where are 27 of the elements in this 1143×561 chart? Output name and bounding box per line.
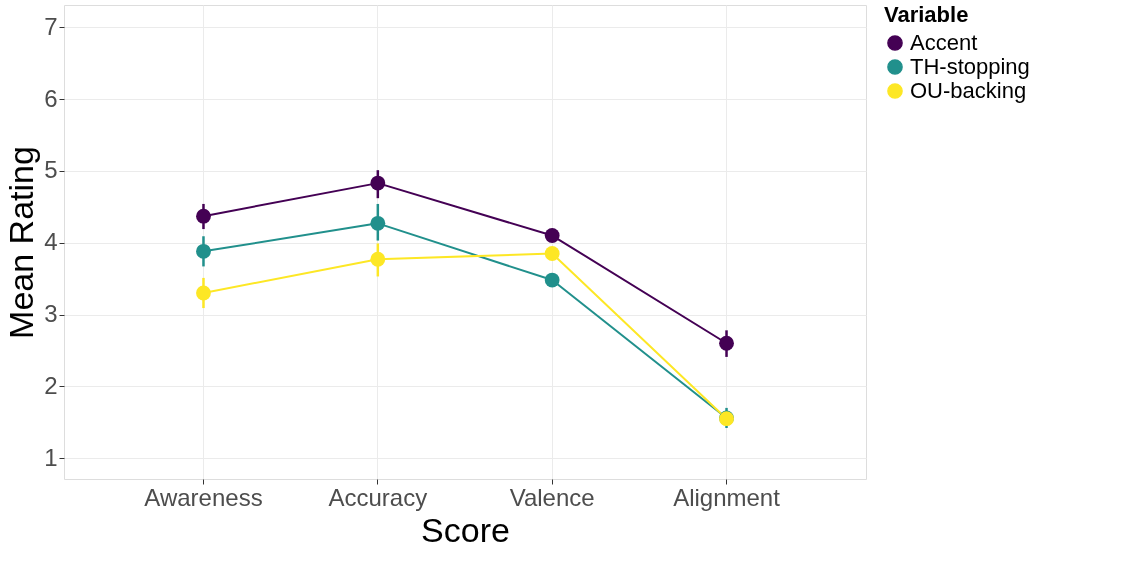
point (370, 251, 386, 267)
point (544, 272, 560, 288)
y-tick-label: 1 (44, 443, 58, 471)
x-axis-title: Score (421, 510, 510, 549)
point (370, 215, 386, 231)
point (196, 208, 211, 224)
point (196, 285, 211, 301)
y-axis-title: Mean Rating (2, 146, 41, 339)
x-tick-label: Awareness (144, 483, 263, 511)
y-tick-label: 3 (44, 300, 58, 328)
x-tick-label: Alignment (673, 483, 781, 511)
legend-label: Accent (910, 30, 978, 55)
point (544, 246, 560, 261)
y-tick-label: 5 (44, 156, 58, 184)
x-tick-label: Valence (509, 483, 595, 511)
legend-label: TH-stopping (910, 54, 1030, 79)
y-tick-label: 2 (44, 371, 58, 399)
y-tick-label: 7 (44, 12, 58, 40)
y-tick-label: 4 (44, 228, 58, 256)
x-tick-label: Accuracy (328, 483, 428, 511)
y-tick-label: 6 (44, 84, 58, 112)
point (370, 175, 386, 191)
point (544, 228, 560, 243)
point (719, 335, 734, 351)
legend-label: OU-backing (910, 78, 1027, 103)
legend-title: Variable (884, 2, 969, 27)
point (196, 243, 211, 259)
